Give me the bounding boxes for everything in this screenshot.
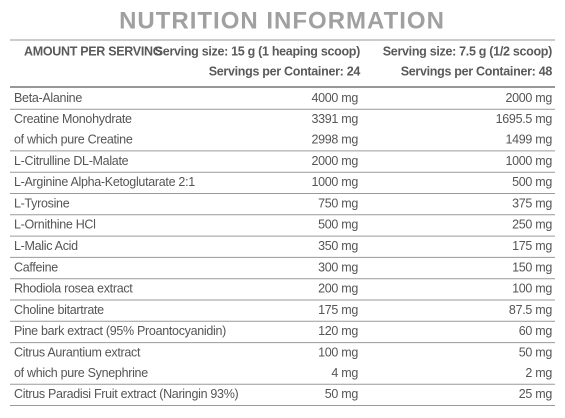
amount-serving-2: 100 mg <box>512 282 552 296</box>
amount-serving-2: 1499 mg <box>505 133 552 147</box>
amount-serving-1: 300 mg <box>318 260 358 274</box>
amount-serving-2: 25 mg <box>519 387 553 401</box>
amount-label: AMOUNT PER SERVING <box>24 44 162 58</box>
amount-serving-1: 350 mg <box>318 239 358 253</box>
amount-serving-2: 1000 mg <box>505 154 552 168</box>
servings: Servings per Container: 48 <box>401 64 553 78</box>
amount-serving-1: 750 mg <box>318 196 358 210</box>
servings: Servings per Container: 24 <box>209 64 361 78</box>
amount-serving-1: 2000 mg <box>311 154 358 168</box>
amount-serving-2: 87.5 mg <box>509 303 552 317</box>
nutrient-name: L-Malic Acid <box>14 239 78 253</box>
amount-serving-2: 375 mg <box>512 196 552 210</box>
amount-serving-2: 500 mg <box>512 175 552 189</box>
amount-serving-1: 175 mg <box>318 303 358 317</box>
amount-serving-2: 60 mg <box>519 324 553 338</box>
amount-serving-1: 3391 mg <box>311 112 358 126</box>
amount-serving-1: 2998 mg <box>311 133 358 147</box>
amount-serving-2: 250 mg <box>512 218 552 232</box>
nutrient-name: L-Ornithine HCl <box>14 218 96 232</box>
nutrient-name: Pine bark extract (95% Proantocyanidin) <box>14 324 226 338</box>
nutrient-name: Citrus Paradisi Fruit extract (Naringin … <box>14 387 239 401</box>
amount-serving-1: 100 mg <box>318 346 358 360</box>
amount-serving-1: 200 mg <box>318 282 358 296</box>
amount-serving-1: 500 mg <box>318 218 358 232</box>
nutrient-name: Creatine Monohydrate <box>14 112 132 126</box>
amount-serving-2: 175 mg <box>512 239 552 253</box>
nutrient-name: L-Citrulline DL-Malate <box>14 154 129 168</box>
amount-serving-1: 1000 mg <box>311 175 358 189</box>
amount-serving-2: 1695.5 mg <box>496 112 553 126</box>
nutrient-name: of which pure Synephrine <box>14 366 148 380</box>
amount-serving-1: 4000 mg <box>311 91 358 105</box>
serving-size: Serving size: 7.5 g (1/2 scoop) <box>383 44 552 58</box>
amount-serving-2: 2000 mg <box>505 91 552 105</box>
nutrient-name: Caffeine <box>14 260 58 274</box>
amount-serving-2: 150 mg <box>512 260 552 274</box>
nutrient-name: Rhodiola rosea extract <box>14 282 133 296</box>
nutrient-name: L-Tyrosine <box>14 196 70 210</box>
amount-serving-1: 4 mg <box>331 366 358 380</box>
amount-serving-2: 2 mg <box>525 366 552 380</box>
nutrient-name: L-Arginine Alpha-Ketoglutarate 2:1 <box>14 175 195 189</box>
nutrient-name: Choline bitartrate <box>14 303 104 317</box>
amount-serving-1: 120 mg <box>318 324 358 338</box>
nutrient-name: Beta-Alanine <box>14 91 82 105</box>
nutrient-name: Citrus Aurantium extract <box>14 346 141 360</box>
nutrient-name: of which pure Creatine <box>14 133 133 147</box>
title: NUTRITION INFORMATION <box>119 7 445 34</box>
amount-serving-2: 50 mg <box>519 346 553 360</box>
amount-serving-1: 50 mg <box>325 387 359 401</box>
serving-size: Serving size: 15 g (1 heaping scoop) <box>155 44 360 58</box>
